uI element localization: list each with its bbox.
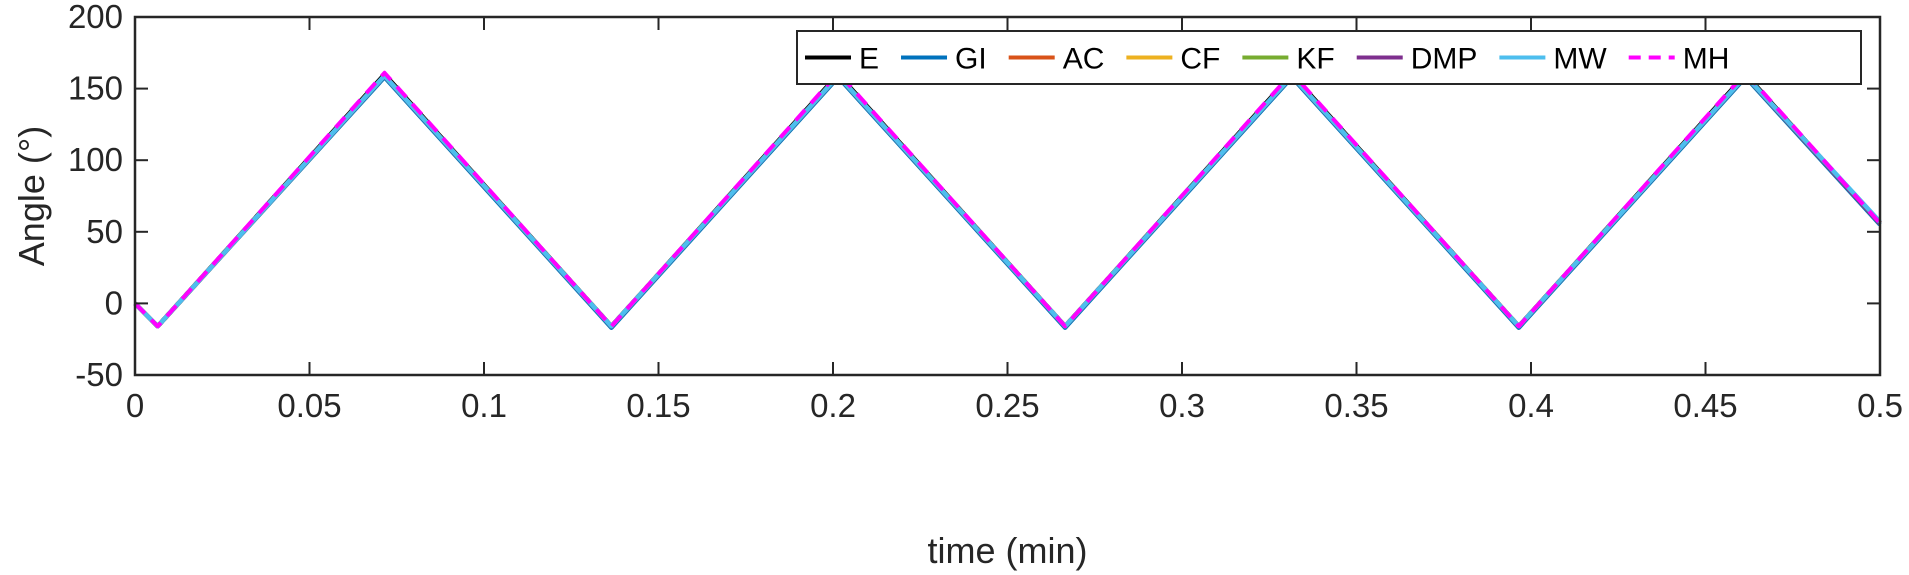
legend-label-mw: MW: [1553, 43, 1607, 76]
x-tick-label: 0.25: [975, 387, 1039, 424]
x-tick-label: 0.2: [810, 387, 856, 424]
x-tick-label: 0.4: [1508, 387, 1554, 424]
legend-label-ac: AC: [1063, 43, 1105, 76]
x-axis-label: time (min): [928, 530, 1088, 571]
y-axis-label: Angle (°): [11, 126, 52, 266]
plot-area-frame: [133, 15, 1882, 377]
legend-box: [796, 30, 1862, 85]
series-line-mh: [133, 70, 1882, 329]
x-tick-label: 0.1: [461, 387, 507, 424]
series-line-e: [133, 72, 1882, 329]
x-tick-label: 0.45: [1673, 387, 1737, 424]
legend-label-kf: KF: [1296, 43, 1334, 76]
x-tick-label: 0.5: [1857, 387, 1903, 424]
x-tick-label: 0.35: [1324, 387, 1388, 424]
y-tick-label: 150: [68, 70, 123, 107]
y-tick-label: 0: [105, 284, 123, 321]
x-tick-label: 0.15: [626, 387, 690, 424]
y-tick-label: -50: [75, 356, 123, 393]
x-tick-label: 0.05: [277, 387, 341, 424]
x-tick-label: 0.3: [1159, 387, 1205, 424]
x-tick-label: 0: [126, 387, 144, 424]
y-tick-label: 200: [68, 0, 123, 35]
series-line-cf: [133, 73, 1882, 329]
y-tick-label: 100: [68, 141, 123, 178]
legend-label-mh: MH: [1683, 43, 1730, 76]
series-layer: [133, 70, 1882, 330]
series-line-mw: [133, 73, 1882, 329]
legend-label-gi: GI: [955, 43, 987, 76]
ticks-layer: 0 0.05 0.1 0.15 0.2 0.25 0.3 0.35 0.4 0.45 0.5-500…: [68, 0, 1903, 424]
series-line-dmp: [133, 73, 1882, 329]
legend-label-e: E: [859, 43, 879, 76]
series-line-kf: [133, 73, 1882, 329]
legend: E GI AC CF KF DMP MW MH: [796, 30, 1862, 85]
legend-label-dmp: DMP: [1411, 43, 1478, 76]
legend-label-cf: CF: [1180, 43, 1220, 76]
series-line-ac: [133, 73, 1882, 329]
series-line-gi: [133, 74, 1882, 330]
y-tick-label: 50: [86, 213, 123, 250]
